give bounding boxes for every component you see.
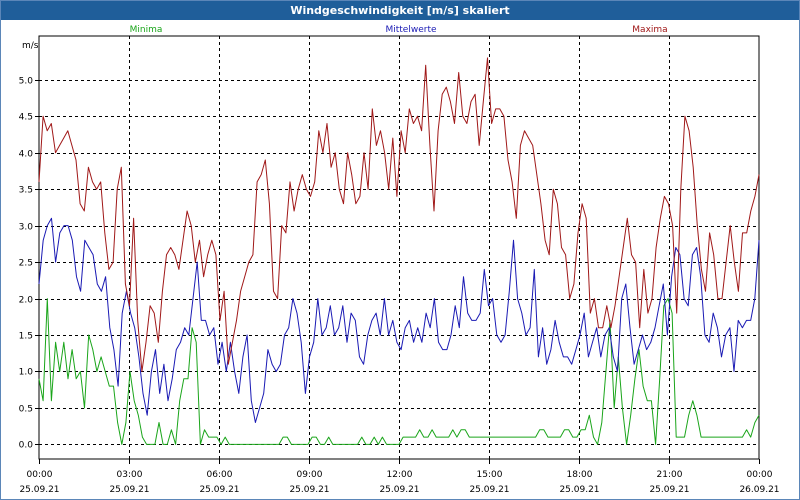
y-tick-label: 1.0 [19, 368, 34, 378]
y-tick-label: 0.0 [19, 441, 34, 451]
x-tick-time-label: 12:00 [387, 470, 413, 480]
x-tick-date-label: 25.09.21 [109, 485, 149, 495]
y-tick-label: 4.0 [19, 150, 34, 160]
y-tick-label: 3.5 [19, 186, 33, 196]
x-tick-time-label: 15:00 [477, 470, 503, 480]
legend-label-maxima: Maxima [632, 25, 667, 35]
x-tick-date-label: 25.09.21 [19, 485, 59, 495]
x-tick-date-label: 25.09.21 [649, 485, 689, 495]
series-line-mittelwerte [38, 217, 760, 423]
x-tick-time-label: 00:00 [27, 470, 53, 480]
x-tick-time-label: 00:00 [747, 470, 773, 480]
x-tick-time-label: 21:00 [657, 470, 683, 480]
x-tick-date-label: 25.09.21 [199, 485, 239, 495]
y-tick-label: 2.5 [19, 259, 33, 269]
y-tick-label: 4.5 [19, 113, 33, 123]
chart-title: Windgeschwindigkeit [m/s] skaliert [1, 1, 799, 20]
y-tick-label: 2.0 [19, 296, 34, 306]
y-tick-label: 1.5 [19, 332, 33, 342]
y-tick-label: 5.0 [19, 77, 34, 87]
y-tick-label: 0.5 [19, 405, 33, 415]
x-tick-date-label: 25.09.21 [559, 485, 599, 495]
x-tick-time-label: 18:00 [567, 470, 593, 480]
x-tick-date-label: 25.09.21 [289, 485, 329, 495]
x-tick-date-label: 25.09.21 [379, 485, 419, 495]
y-tick-label: 3.0 [19, 223, 34, 233]
series-line-maxima [38, 57, 760, 372]
x-tick-time-label: 09:00 [297, 470, 323, 480]
x-tick-time-label: 03:00 [117, 470, 143, 480]
y-axis-label: m/s [22, 41, 39, 51]
x-tick-date-label: 26.09.21 [739, 485, 779, 495]
x-tick-date-label: 25.09.21 [469, 485, 509, 495]
legend-label-mittelwerte: Mittelwerte [385, 25, 436, 35]
series-line-minima [38, 298, 760, 445]
x-tick-time-label: 06:00 [207, 470, 233, 480]
legend-label-minima: Minima [130, 25, 163, 35]
